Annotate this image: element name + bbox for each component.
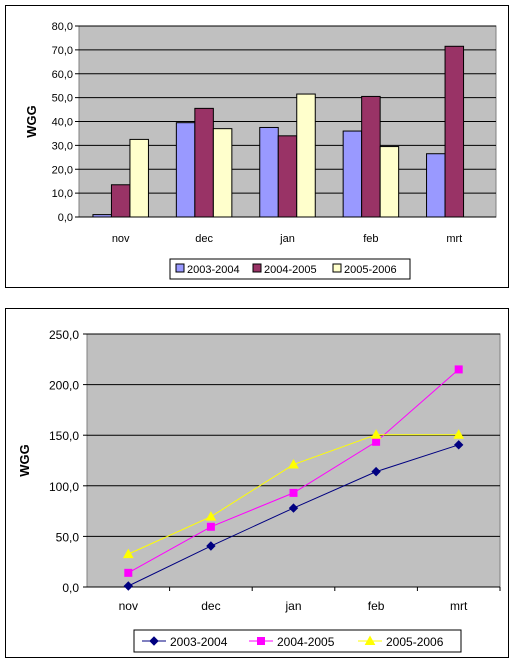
legend-label: 2005-2006	[344, 264, 397, 276]
legend-label: 2004-2005	[277, 635, 335, 649]
bar-2004-2005	[110, 184, 131, 218]
legend-marker	[257, 637, 265, 645]
y-tick-label: 150,0	[49, 429, 79, 443]
data-point-2004-2005	[206, 522, 215, 531]
bar-2003-2004	[259, 126, 279, 218]
y-tick-label: 100,0	[49, 480, 79, 494]
data-point-2003-2004	[288, 503, 299, 513]
bar-2005-2006	[129, 138, 149, 218]
legend-swatch	[252, 263, 262, 273]
y-tick-label: 0,0	[62, 581, 79, 595]
data-point-2004-2005	[289, 488, 298, 497]
data-point-2003-2004	[123, 581, 134, 591]
bar-2005-2006	[296, 93, 316, 218]
bar-2003-2004	[175, 122, 196, 218]
y-axis-title: WGG	[24, 105, 39, 138]
bar-2005-2006	[379, 146, 400, 218]
x-tick-label: jan	[284, 599, 301, 613]
y-tick-label: 200,0	[49, 379, 79, 393]
data-point-2005-2006	[205, 511, 217, 521]
legend-label: 2004-2005	[264, 264, 317, 276]
bar-2004-2005	[194, 107, 214, 218]
data-point-2003-2004	[206, 541, 216, 551]
y-tick-label: 250,0	[49, 328, 79, 342]
legend-marker	[149, 636, 159, 646]
legend-label: 2005-2006	[386, 635, 444, 649]
legend-swatch	[332, 263, 342, 273]
y-tick-label: 60,0	[52, 69, 73, 81]
data-point-2005-2006	[288, 459, 299, 469]
data-point-2004-2005	[372, 437, 381, 446]
y-tick-label: 80,0	[52, 21, 73, 33]
y-tick-label: 50,0	[52, 93, 73, 105]
data-point-2005-2006	[370, 429, 382, 439]
bar-chart: 0,0 10,0 20,0 30,0 40,0 50,0 60,0 70,0 80,0 WGG no…	[24, 21, 497, 280]
y-tick-label: 0,0	[58, 212, 73, 224]
legend-label: 2003-2004	[187, 264, 240, 276]
x-tick-label: mrt	[446, 233, 462, 245]
x-tick-label: feb	[363, 233, 378, 245]
legend-box	[169, 258, 411, 280]
bar-2004-2005	[361, 95, 381, 218]
line-chart-panel: 0,0 50,0 100,0 150,0 200,0 250,0 WGG nov dec jan f…	[5, 308, 509, 658]
x-tick-label: jan	[279, 233, 295, 245]
bar-2004-2005	[444, 45, 465, 218]
y-tick-label: 70,0	[52, 45, 73, 57]
line-chart: 0,0 50,0 100,0 150,0 200,0 250,0 WGG nov dec jan f…	[17, 328, 501, 653]
data-point-2004-2005	[124, 568, 133, 577]
x-tick-label: nov	[112, 233, 130, 245]
bar-2005-2006	[212, 128, 233, 218]
x-tick-label: nov	[119, 599, 138, 613]
y-tick-label: 40,0	[52, 117, 73, 129]
bar-2003-2004	[426, 153, 446, 218]
legend-swatch	[175, 263, 185, 273]
x-tick-label: dec	[201, 599, 220, 613]
y-tick-label: 30,0	[52, 140, 73, 152]
x-tick-label: feb	[368, 599, 385, 613]
bar-chart-panel: 0,0 10,0 20,0 30,0 40,0 50,0 60,0 70,0 80,0 WGG no…	[5, 5, 509, 288]
legend-marker	[364, 635, 376, 645]
x-tick-label: mrt	[450, 599, 468, 613]
legend-box	[133, 629, 462, 653]
data-point-2003-2004	[453, 440, 464, 450]
legend-label: 2003-2004	[170, 635, 228, 649]
x-tick-label: dec	[195, 233, 213, 245]
data-point-2005-2006	[453, 429, 465, 439]
data-point-2003-2004	[371, 466, 381, 477]
bar-2004-2005	[277, 135, 298, 218]
y-axis-title: WGG	[17, 444, 32, 477]
y-tick-label: 50,0	[56, 530, 80, 544]
bar-2003-2004	[342, 130, 363, 218]
data-point-2005-2006	[122, 548, 134, 559]
data-point-2004-2005	[454, 365, 463, 374]
y-tick-label: 20,0	[52, 164, 73, 176]
y-tick-label: 10,0	[52, 188, 73, 200]
